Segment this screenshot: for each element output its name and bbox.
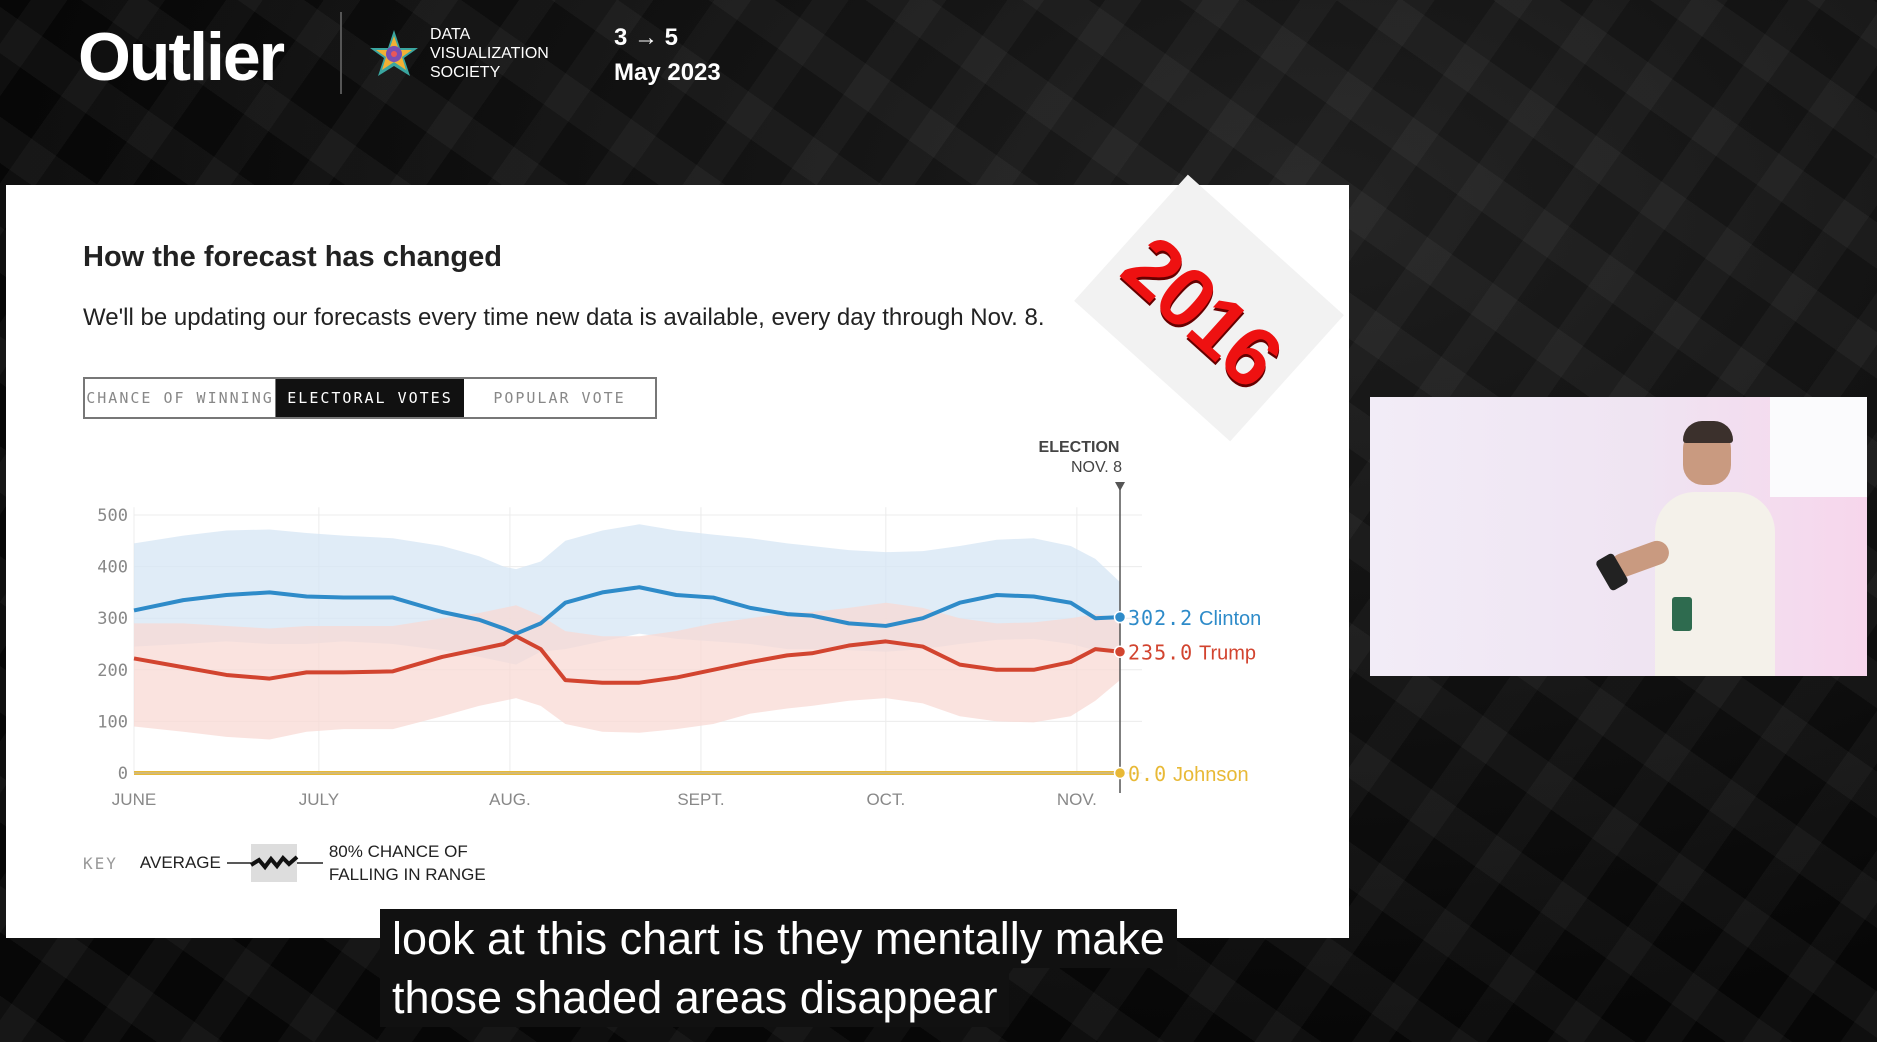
x-tick-label: JULY <box>299 790 339 809</box>
election-marker-icon <box>1115 482 1125 492</box>
clinton-line <box>133 585 1121 636</box>
tab-popular-vote[interactable]: POPULAR VOTE <box>464 379 655 417</box>
x-tick-label: AUG. <box>489 790 531 809</box>
y-tick-label: 0 <box>118 764 128 784</box>
clinton-endpoint <box>1113 610 1127 624</box>
clinton-series-name: Clinton <box>1199 608 1261 630</box>
tab-bar: CHANCE OF WINNING ELECTORAL VOTES POPULA… <box>83 377 657 419</box>
chart-axes: 500 400 300 200 100 0 JUNE JULY AUG. SEPT. OCT. NOV… <box>97 482 1125 809</box>
outlier-logo: Outlier <box>78 19 285 95</box>
tab-electoral-votes[interactable]: ELECTORAL VOTES <box>276 379 464 417</box>
key-range-line: 80% CHANCE OF <box>328 842 468 861</box>
key-label: KEY <box>83 853 118 873</box>
johnson-endpoint <box>1113 766 1127 780</box>
dvs-wordmark: DATA VISUALIZATION SOCIETY <box>430 25 549 82</box>
y-tick-label: 200 <box>97 661 128 681</box>
trump-line <box>133 634 1121 685</box>
header-divider <box>340 12 342 94</box>
y-tick-label: 400 <box>97 558 128 578</box>
johnson-series-name: Johnson <box>1173 764 1249 786</box>
key-swatch-icon <box>226 844 323 882</box>
dvs-line: VISUALIZATION <box>430 45 549 62</box>
y-tick-label: 300 <box>97 609 128 629</box>
key-average-label: AVERAGE <box>139 853 221 872</box>
tab-chance-of-winning[interactable]: CHANCE OF WINNING <box>85 379 276 417</box>
chart-bands <box>134 524 1120 740</box>
clinton-final-value: 302.2 <box>1128 606 1193 630</box>
dvs-logo-icon <box>370 30 418 76</box>
key-range-line: FALLING IN RANGE <box>328 865 486 884</box>
caption-line: look at this chart is they mentally make <box>380 909 1177 968</box>
caption-line: those shaded areas disappear <box>380 968 1010 1027</box>
speaker-hair <box>1683 421 1733 443</box>
election-label: ELECTION <box>1039 439 1120 456</box>
forecast-chart: 500 400 300 200 100 0 JUNE JULY AUG. SEPT. OCT. NOV… <box>97 439 1261 809</box>
y-tick-label: 100 <box>97 712 128 732</box>
chart-subtitle: We'll be updating our forecasts every ti… <box>83 304 1045 331</box>
month-year: May 2023 <box>614 59 721 86</box>
trump-endpoint <box>1113 645 1127 658</box>
date-range: 3 → 5 <box>614 24 679 51</box>
trump-range-band <box>134 602 1120 740</box>
chart-key: KEY AVERAGE 80% CHANCE OF FALLING IN RAN… <box>83 840 486 886</box>
x-tick-label: JUNE <box>112 790 156 809</box>
dvs-line: DATA <box>430 26 471 43</box>
trump-final-value: 235.0 <box>1128 641 1193 665</box>
chart-title: How the forecast has changed <box>83 241 502 273</box>
johnson-final-value: 0.0 <box>1128 762 1167 786</box>
election-date-label: NOV. 8 <box>1071 459 1122 476</box>
speaker-video <box>1370 397 1867 676</box>
x-tick-label: NOV. <box>1057 790 1097 809</box>
subtitle-caption: look at this chart is they mentally make… <box>380 909 1177 1027</box>
event-dates: 3 → 5 May 2023 <box>614 20 721 90</box>
key-range-text: 80% CHANCE OF FALLING IN RANGE <box>329 840 486 886</box>
trump-series-name: Trump <box>1199 643 1256 665</box>
x-tick-label: SEPT. <box>677 790 724 809</box>
lanyard-badge <box>1672 597 1692 631</box>
y-tick-label: 500 <box>97 506 128 526</box>
speaker-body <box>1655 492 1775 676</box>
dvs-line: SOCIETY <box>430 64 501 81</box>
slide: How the forecast has changed We'll be up… <box>6 174 1349 938</box>
chart-labels: 302.2 Clinton 235.0 Trump 0.0 Johnson <box>1113 606 1261 786</box>
stage-panel <box>1770 397 1867 497</box>
x-tick-label: OCT. <box>866 790 905 809</box>
